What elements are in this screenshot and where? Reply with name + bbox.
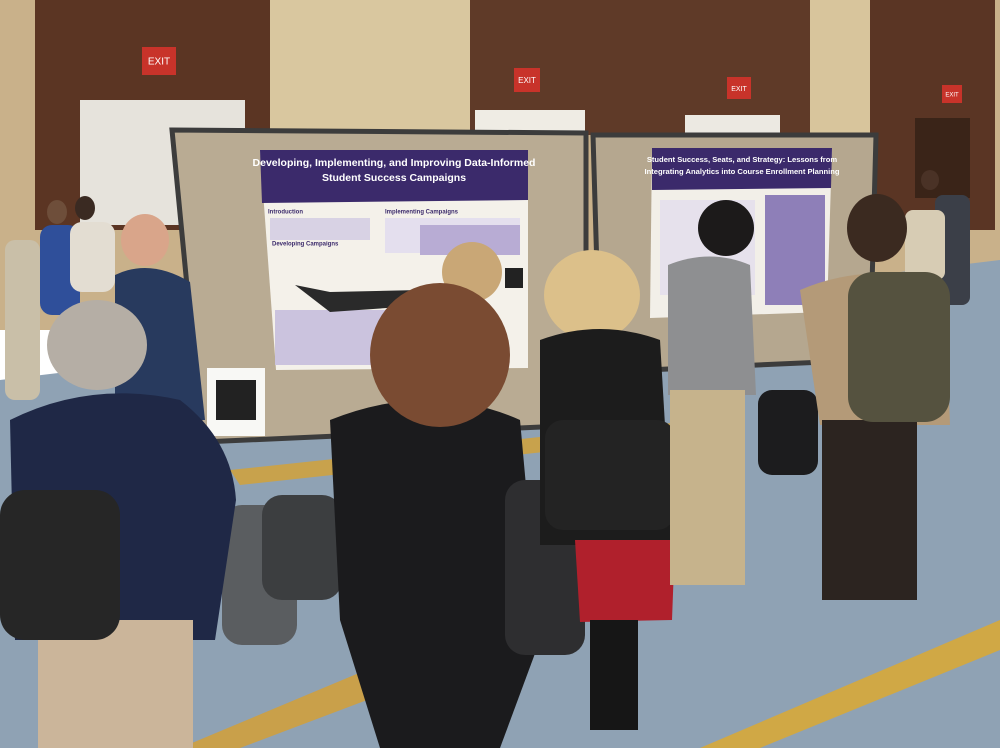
person-body — [905, 210, 945, 280]
poster-section: Implementing Campaigns — [385, 210, 459, 216]
carpet-stripe — [700, 620, 1000, 748]
backpack — [262, 495, 342, 600]
exit-sign — [142, 47, 176, 75]
exit-sign — [727, 77, 751, 99]
person-head — [921, 170, 939, 190]
poster-header — [260, 150, 528, 203]
doorway — [685, 115, 780, 135]
person-body — [330, 400, 540, 748]
poster-section: Developing Campaigns — [272, 242, 339, 248]
person-pants — [822, 420, 917, 600]
person-body — [668, 256, 756, 395]
person-hair — [370, 283, 510, 427]
person-body — [5, 240, 40, 400]
qr-code — [216, 380, 256, 420]
person-skirt — [575, 540, 675, 622]
person-hair — [847, 194, 907, 262]
person-pants — [670, 390, 745, 585]
person-hair — [544, 250, 640, 340]
person-hair — [47, 300, 147, 390]
exit-sign — [942, 85, 962, 103]
person-body — [115, 267, 205, 420]
exit-text: EXIT — [945, 93, 959, 99]
backpack — [848, 272, 950, 422]
person-head — [121, 214, 169, 266]
person-legs — [590, 620, 638, 730]
person-hair — [698, 200, 754, 256]
handbag — [545, 420, 675, 530]
poster-text-block — [270, 218, 370, 240]
backpack — [758, 390, 818, 475]
person-head — [47, 200, 67, 224]
qr-code — [505, 268, 523, 288]
poster-title: Student Success Campaigns — [322, 172, 466, 184]
person-pants — [38, 620, 193, 748]
poster-section: Introduction — [268, 210, 303, 216]
person-head — [75, 196, 95, 220]
exit-text: EXIT — [518, 76, 536, 85]
poster-header — [652, 148, 832, 190]
person-body — [70, 222, 115, 292]
handbag — [0, 490, 120, 640]
poster-title: Student Success, Seats, and Strategy: Le… — [647, 155, 838, 164]
exit-text: EXIT — [731, 86, 747, 93]
poster-title: Developing, Implementing, and Improving … — [253, 157, 536, 169]
exit-text: EXIT — [148, 57, 170, 68]
exit-sign — [514, 68, 540, 92]
wall-column — [270, 0, 470, 135]
poster-title: Integrating Analytics into Course Enroll… — [644, 167, 839, 176]
